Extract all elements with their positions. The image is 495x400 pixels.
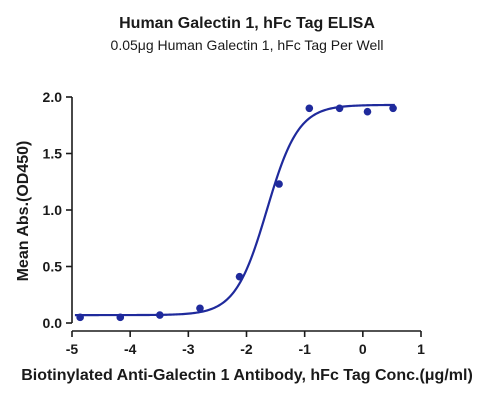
data-point (305, 104, 314, 113)
x-tick-label: 0 (359, 341, 367, 357)
y-tick-label: 0.0 (43, 315, 63, 331)
x-tick-label: -5 (66, 341, 79, 357)
data-points (76, 104, 397, 322)
x-tick-label: -3 (182, 341, 195, 357)
y-tick-label: 1.0 (43, 202, 63, 218)
data-point (389, 104, 397, 113)
axes: 0.0 0.5 1.0 1.5 2.0 -5 -4 -3 -2 -1 0 1 (43, 89, 426, 357)
data-point (335, 104, 344, 113)
data-point (116, 313, 125, 322)
data-point (363, 107, 372, 116)
fit-curve-group (74, 103, 395, 317)
chart-title: Human Galectin 1, hFc Tag ELISA (119, 15, 375, 32)
data-point (275, 180, 283, 188)
x-tick-label: -2 (240, 341, 253, 357)
chart-subtitle: 0.05μg Human Galectin 1, hFc Tag Per Wel… (111, 37, 384, 53)
y-tick-label: 0.5 (43, 259, 63, 275)
data-point (156, 311, 164, 319)
data-point (196, 304, 204, 313)
y-tick-label: 1.5 (43, 146, 63, 162)
data-point (76, 313, 84, 322)
x-axis-label: Biotinylated Anti-Galectin 1 Antibody, h… (21, 367, 473, 384)
y-tick-label: 2.0 (43, 89, 63, 105)
y-axis-label: Mean Abs.(OD450) (15, 141, 32, 282)
x-tick-label: -4 (124, 341, 137, 357)
data-point (235, 272, 244, 281)
fit-curve (74, 103, 395, 317)
x-tick-label: -1 (298, 341, 311, 357)
x-tick-label: 1 (417, 341, 425, 357)
